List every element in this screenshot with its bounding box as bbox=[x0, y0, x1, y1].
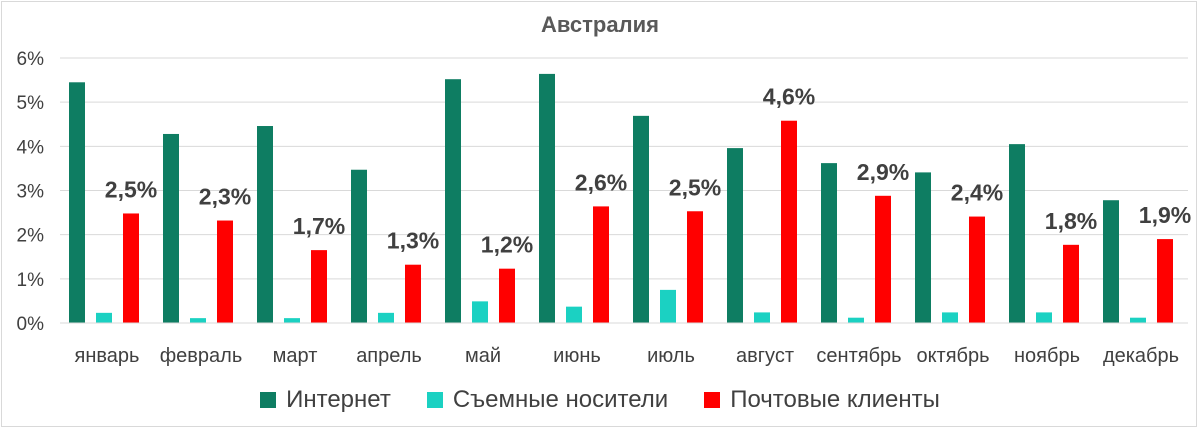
bar bbox=[257, 126, 273, 324]
x-tick-label: декабрь bbox=[1103, 345, 1179, 367]
bar bbox=[472, 301, 488, 323]
bar bbox=[727, 148, 743, 323]
bar bbox=[754, 312, 770, 323]
x-tick-label: октябрь bbox=[916, 345, 989, 367]
y-tick-label: 5% bbox=[17, 93, 45, 114]
data-label: 1,3% bbox=[387, 228, 439, 254]
bar bbox=[1130, 317, 1146, 323]
bar bbox=[660, 289, 676, 323]
x-tick-label: январь bbox=[75, 345, 140, 367]
data-label: 2,6% bbox=[575, 169, 627, 195]
bar bbox=[96, 312, 112, 323]
bar bbox=[848, 317, 864, 323]
bar bbox=[539, 73, 555, 324]
data-label: 2,5% bbox=[669, 174, 721, 200]
bar bbox=[69, 82, 85, 324]
data-label: 1,9% bbox=[1139, 202, 1191, 228]
bar bbox=[311, 250, 327, 323]
bar bbox=[499, 268, 515, 323]
data-label: 2,5% bbox=[105, 176, 157, 202]
bar bbox=[445, 79, 461, 323]
bar bbox=[821, 163, 837, 323]
bar bbox=[1009, 144, 1025, 323]
x-tick-label: февраль bbox=[160, 345, 243, 367]
y-tick-label: 2% bbox=[17, 226, 45, 247]
x-tick-label: май bbox=[465, 345, 501, 367]
bar bbox=[566, 306, 582, 323]
legend-label-internet: Интернет bbox=[286, 386, 391, 413]
legend-label-mail-clients: Почтовые клиенты bbox=[730, 386, 940, 413]
legend-item-mail-clients: Почтовые клиенты bbox=[704, 386, 940, 414]
y-tick-label: 3% bbox=[17, 182, 45, 203]
bar bbox=[1063, 244, 1079, 323]
y-tick-label: 6% bbox=[17, 49, 45, 70]
legend-label-removable-media: Съемные носители bbox=[452, 386, 669, 413]
bar bbox=[781, 120, 797, 323]
x-tick-label: апрель bbox=[356, 345, 422, 367]
chart-title: Австралия bbox=[541, 12, 659, 37]
data-label: 1,7% bbox=[293, 213, 345, 239]
bar bbox=[351, 169, 367, 323]
data-label: 1,8% bbox=[1045, 208, 1097, 234]
bar bbox=[942, 312, 958, 323]
y-tick-label: 0% bbox=[17, 314, 45, 335]
bar bbox=[687, 211, 703, 323]
data-label: 2,3% bbox=[199, 184, 251, 210]
legend-item-removable-media: Съемные носители bbox=[426, 386, 669, 414]
y-tick-label: 4% bbox=[17, 137, 45, 158]
bar bbox=[123, 213, 139, 323]
bar bbox=[875, 195, 891, 323]
legend-swatch-internet bbox=[260, 392, 277, 408]
bar bbox=[593, 206, 609, 323]
x-tick-label: ноябрь bbox=[1014, 345, 1080, 367]
bar bbox=[378, 312, 394, 323]
data-label: 4,6% bbox=[763, 84, 815, 110]
legend-item-internet: Интернет bbox=[260, 386, 391, 414]
bar bbox=[1103, 200, 1119, 323]
bar bbox=[915, 172, 931, 323]
x-tick-label: август bbox=[736, 345, 794, 367]
legend-swatch-mail-clients bbox=[704, 392, 721, 408]
bar bbox=[217, 220, 233, 323]
data-label: 2,9% bbox=[857, 159, 909, 185]
legend-swatch-removable-media bbox=[426, 392, 443, 408]
data-label: 2,4% bbox=[951, 180, 1003, 206]
bar bbox=[190, 318, 206, 323]
bar bbox=[969, 216, 985, 323]
bar bbox=[1036, 312, 1052, 323]
bar bbox=[284, 318, 300, 323]
bar bbox=[163, 133, 179, 323]
y-tick-label: 1% bbox=[17, 270, 45, 291]
x-tick-label: март bbox=[273, 345, 318, 367]
x-tick-label: сентябрь bbox=[816, 345, 901, 367]
bar bbox=[633, 115, 649, 323]
x-tick-label: июнь bbox=[553, 345, 601, 367]
x-tick-label: июль bbox=[647, 345, 695, 367]
bar bbox=[405, 264, 421, 323]
data-label: 1,2% bbox=[481, 232, 533, 258]
bar bbox=[1157, 239, 1173, 323]
chart-legend: Интернет Съемные носители Почтовые клиен… bbox=[0, 386, 1200, 414]
